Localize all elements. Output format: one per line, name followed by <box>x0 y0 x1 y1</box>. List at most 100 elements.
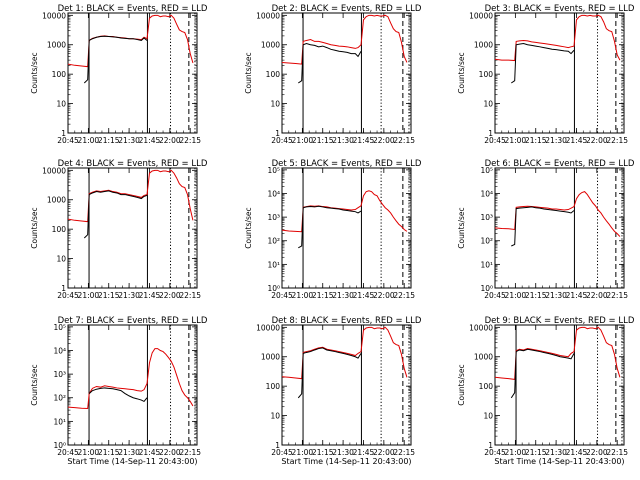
x-tick-label: 22:15 <box>393 448 415 457</box>
x-tick-label: 22:15 <box>393 291 415 300</box>
plot-frame <box>281 167 412 289</box>
y-axis-label: Counts/sec <box>457 207 466 248</box>
x-tick-label: 22:15 <box>606 291 628 300</box>
chart-title: Det 6: BLACK = Events, RED = LLD <box>485 159 635 169</box>
chart-title: Det 9: BLACK = Events, RED = LLD <box>485 316 635 326</box>
series-line-events <box>83 190 148 239</box>
series-line-lld <box>495 191 621 237</box>
x-tick-label: 21:30 <box>332 136 354 145</box>
x-tick-label: 21:30 <box>545 136 567 145</box>
y-tick-label: 100 <box>52 225 67 234</box>
x-tick-label: 22:00 <box>159 291 181 300</box>
plot-frame <box>67 324 198 446</box>
y-axis-label: Counts/sec <box>30 52 39 93</box>
y-tick-label: 10³ <box>480 213 493 222</box>
chart-title: Det 1: BLACK = Events, RED = LLD <box>58 4 208 14</box>
chart-panel-5: Det 5: BLACK = Events, RED = LLD 10⁰ 10¹ 10… <box>244 159 422 300</box>
x-tick-label: 21:45 <box>139 448 161 457</box>
y-tick-label: 10⁴ <box>53 346 66 355</box>
plot-frame <box>494 324 625 446</box>
y-tick-label: 10³ <box>53 370 66 379</box>
y-tick-label: 100 <box>479 70 494 79</box>
x-tick-label: 20:45 <box>484 291 506 300</box>
y-tick-label: 100 <box>479 382 494 391</box>
y-tick-label: 1 <box>61 284 66 293</box>
x-tick-label: 22:00 <box>373 136 395 145</box>
x-tick-label: 21:00 <box>292 136 314 145</box>
series-line-events <box>510 348 575 399</box>
y-tick-label: 100 <box>52 70 67 79</box>
x-tick-label: 21:45 <box>353 291 375 300</box>
x-tick-label: 22:00 <box>586 136 608 145</box>
y-tick-label: 10000 <box>469 11 493 20</box>
y-tick-label: 1000 <box>47 41 66 50</box>
y-axis-label: Counts/sec <box>30 364 39 405</box>
x-tick-label: 20:45 <box>484 136 506 145</box>
x-tick-label: 21:00 <box>505 448 527 457</box>
x-tick-label: 21:00 <box>292 291 314 300</box>
y-tick-label: 10000 <box>256 323 280 332</box>
plot-frame <box>67 12 198 134</box>
chart-title: Det 4: BLACK = Events, RED = LLD <box>58 159 208 169</box>
y-tick-label: 10000 <box>256 11 280 20</box>
x-axis-label: Start Time (14-Sep-11 20:43:00) <box>494 457 624 466</box>
series-line-lld <box>282 190 408 233</box>
series-line-lld <box>68 14 194 68</box>
x-tick-label: 21:15 <box>312 448 334 457</box>
y-tick-label: 10⁵ <box>267 166 280 175</box>
x-tick-label: 22:00 <box>373 448 395 457</box>
x-tick-label: 21:15 <box>98 291 120 300</box>
y-axis-label: Counts/sec <box>457 52 466 93</box>
y-tick-label: 10² <box>53 394 66 403</box>
x-tick-label: 21:45 <box>566 291 588 300</box>
y-tick-label: 10¹ <box>480 260 493 269</box>
series-line-lld <box>495 14 621 62</box>
y-tick-label: 10⁴ <box>480 189 493 198</box>
y-axis-label: Counts/sec <box>244 207 253 248</box>
y-axis-label: Counts/sec <box>30 207 39 248</box>
x-tick-label: 22:15 <box>179 291 201 300</box>
chart-panel-9: Det 9: BLACK = Events, RED = LLD 1 10 100 10… <box>457 316 635 466</box>
y-tick-label: 10⁵ <box>480 166 493 175</box>
x-tick-label: 21:00 <box>292 448 314 457</box>
plot-frame <box>281 12 412 134</box>
x-tick-label: 21:30 <box>332 448 354 457</box>
x-tick-label: 22:15 <box>179 448 201 457</box>
y-tick-label: 1 <box>275 441 280 450</box>
plot-frame <box>281 324 412 446</box>
series-line-lld <box>282 326 408 380</box>
x-tick-label: 20:45 <box>484 448 506 457</box>
y-tick-label: 100 <box>266 382 281 391</box>
x-tick-label: 21:15 <box>98 448 120 457</box>
series-line-lld <box>68 348 194 410</box>
y-tick-label: 1 <box>488 129 493 138</box>
x-tick-label: 21:15 <box>525 136 547 145</box>
y-tick-label: 10¹ <box>53 417 66 426</box>
y-tick-label: 1000 <box>47 196 66 205</box>
x-tick-label: 22:00 <box>586 448 608 457</box>
chart-title: Det 5: BLACK = Events, RED = LLD <box>272 159 422 169</box>
chart-panel-2: Det 2: BLACK = Events, RED = LLD 1 10 100 10… <box>244 4 422 145</box>
y-tick-label: 1 <box>61 129 66 138</box>
x-tick-label: 21:30 <box>332 291 354 300</box>
chart-panel-6: Det 6: BLACK = Events, RED = LLD 10⁰ 10¹ 10… <box>457 159 635 300</box>
x-tick-label: 21:15 <box>312 291 334 300</box>
x-tick-label: 21:45 <box>566 136 588 145</box>
x-tick-label: 21:15 <box>525 448 547 457</box>
y-tick-label: 10⁰ <box>480 284 493 293</box>
chart-title: Det 8: BLACK = Events, RED = LLD <box>272 316 422 326</box>
series-line-lld <box>282 14 408 65</box>
y-tick-label: 100 <box>266 70 281 79</box>
series-line-lld <box>68 169 194 223</box>
series-line-events <box>298 43 362 84</box>
x-tick-label: 21:00 <box>78 136 100 145</box>
x-tick-label: 22:00 <box>586 291 608 300</box>
chart-title: Det 3: BLACK = Events, RED = LLD <box>485 4 635 14</box>
y-tick-label: 10 <box>270 100 280 109</box>
x-axis-label: Start Time (14-Sep-11 20:43:00) <box>67 457 197 466</box>
y-tick-label: 10⁴ <box>267 189 280 198</box>
y-tick-label: 10000 <box>469 323 493 332</box>
plot-frame <box>67 167 198 289</box>
y-tick-label: 10³ <box>267 213 280 222</box>
x-tick-label: 21:00 <box>505 291 527 300</box>
